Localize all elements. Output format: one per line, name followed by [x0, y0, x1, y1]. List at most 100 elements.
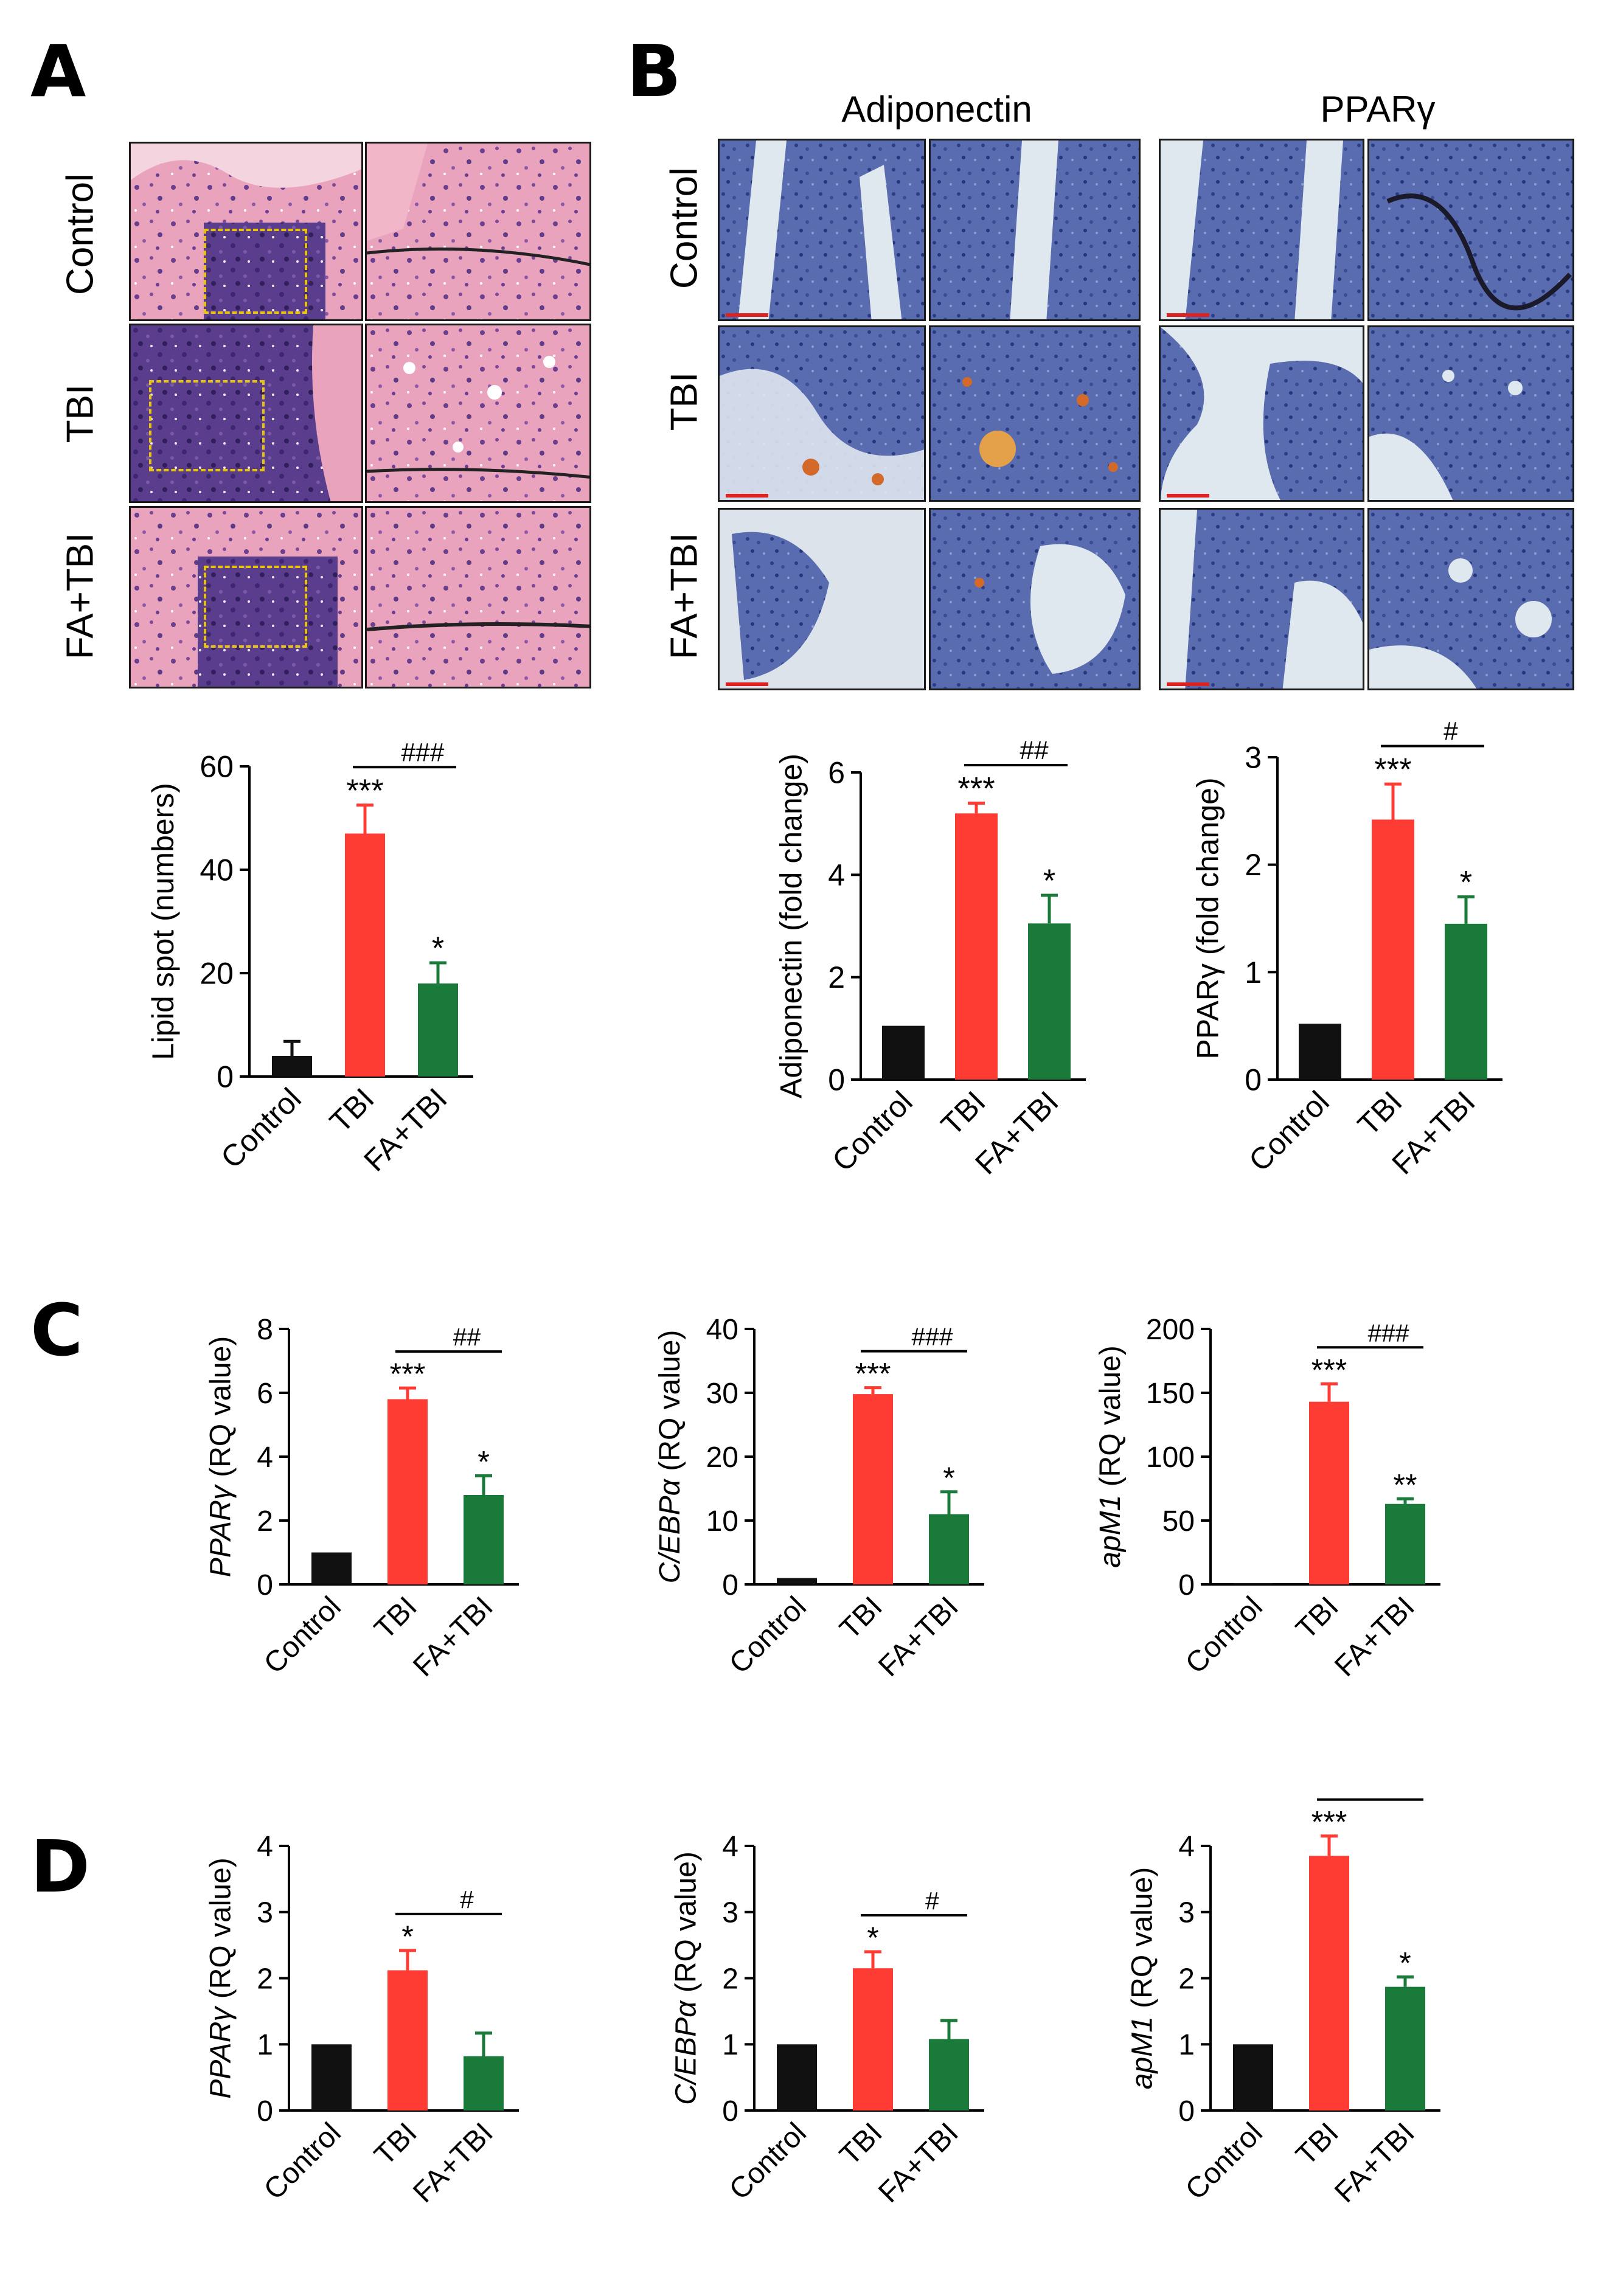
bar — [955, 813, 998, 1080]
bar — [1385, 1986, 1425, 2110]
category-label: TBI — [1290, 1590, 1345, 1645]
category-label: TBI — [934, 1084, 992, 1142]
scale-bar — [726, 682, 768, 686]
y-tick-label: 4 — [257, 1441, 273, 1474]
category-label: TBI — [369, 1590, 423, 1645]
y-tick-label: 1 — [1178, 2029, 1195, 2061]
column-label-adiponectin: Adiponectin — [841, 89, 1032, 130]
bar-chart-c-pparg: 0 2 4 6 8 PPARγ (RQ value) Control *** TBI * FA+TB… — [205, 1314, 519, 1683]
significance-star: * — [867, 1920, 879, 1955]
ihc-pparg-control-low — [1159, 139, 1364, 321]
y-tick-label: 2 — [828, 960, 845, 994]
y-tick-label: 2 — [1245, 848, 1262, 882]
y-tick-label: 150 — [1146, 1378, 1195, 1410]
scale-bar — [726, 313, 768, 317]
y-tick-label: 0 — [217, 1060, 234, 1094]
category-label: FA+TBI — [1329, 2117, 1421, 2209]
row-label-b-control: Control — [663, 167, 706, 289]
y-axis-label-unit: (RQ value) — [1127, 1867, 1159, 2016]
y-tick-label: 1 — [722, 2029, 738, 2061]
category-label: Control — [1179, 2117, 1269, 2206]
significance-star: * — [432, 931, 444, 966]
category-label: FA+TBI — [407, 1590, 499, 1683]
category-label: TBI — [369, 2117, 423, 2171]
y-axis-label-gene: C/EBPα — [654, 1478, 686, 1583]
ihc-adiponectin-tbi-low — [718, 325, 926, 502]
y-axis-label-unit: (RQ value) — [654, 1330, 686, 1479]
category-label: FA+TBI — [968, 1084, 1065, 1181]
bar — [853, 1968, 893, 2110]
bar — [777, 2044, 817, 2110]
ihc-adiponectin-fatbi-high — [929, 508, 1141, 690]
y-tick-label: 100 — [1146, 1441, 1195, 1474]
bar — [272, 1056, 312, 1077]
hash-significance: ## — [1020, 737, 1049, 765]
bar-chart-d-apm1: 0 1 2 3 4 apM1 (RQ value) Control *** TBI * FA+TBI… — [1127, 1797, 1440, 2209]
category-label: TBI — [834, 2117, 889, 2171]
bar — [853, 1394, 893, 1584]
row-label-b-tbi: TBI — [663, 372, 706, 431]
y-tick-label: 0 — [1178, 1569, 1195, 1601]
y-tick-label: 2 — [257, 1963, 273, 1995]
bar — [1309, 1856, 1349, 2110]
category-label: Control — [723, 2117, 813, 2206]
y-tick-label: 200 — [1146, 1314, 1195, 1346]
ihc-pparg-tbi-high — [1367, 325, 1574, 502]
y-tick-label: 0 — [257, 2095, 273, 2128]
y-tick-label: 4 — [1178, 1831, 1195, 1863]
y-tick-label: 0 — [722, 1569, 738, 1601]
bar-chart-pparg-fold: 0 1 2 3 PPARγ (fold change) Control *** TBI * FA+… — [1191, 718, 1502, 1181]
y-tick-label: 0 — [1178, 2095, 1195, 2128]
y-axis-label-gene: PPARγ — [205, 1483, 237, 1577]
bar — [387, 1970, 428, 2110]
bar-chart-c-apm1: 0 50 100 150 200 apM1 (RQ value) Control *** TBI… — [1094, 1314, 1440, 1683]
bar — [311, 2044, 352, 2110]
y-axis-label-gene: apM1 — [1094, 1495, 1127, 1568]
y-tick-label: 0 — [828, 1063, 845, 1097]
ihc-pparg-fatbi-low — [1159, 508, 1364, 690]
y-tick-label: 0 — [257, 1569, 273, 1601]
bar — [464, 1495, 504, 1584]
panel-label-d: D — [30, 1825, 90, 1909]
category-label: TBI — [834, 1590, 889, 1645]
ihc-pparg-fatbi-high — [1367, 508, 1574, 690]
bar — [345, 833, 385, 1077]
zoom-box — [149, 380, 265, 471]
bar — [311, 1552, 352, 1584]
y-tick-label: 6 — [257, 1378, 273, 1410]
y-tick-label: 3 — [1178, 1897, 1195, 1929]
y-tick-label: 60 — [200, 750, 234, 784]
bar — [1385, 1503, 1425, 1584]
y-axis-label-gene: C/EBPα — [670, 2000, 703, 2105]
significance-star: * — [1399, 1945, 1411, 1980]
category-label: TBI — [1351, 1084, 1409, 1142]
category-label: FA+TBI — [1329, 1590, 1421, 1683]
ihc-adiponectin-fatbi-low — [718, 508, 926, 690]
significance-star: * — [943, 1460, 955, 1495]
category-label: Control — [258, 1590, 347, 1680]
he-micrograph-control-low — [129, 142, 363, 321]
significance-star: *** — [957, 771, 995, 807]
y-tick-label: 4 — [722, 1831, 738, 1863]
y-tick-label: 6 — [828, 756, 845, 790]
he-micrograph-tbi-high — [365, 324, 591, 503]
hash-significance: ## — [453, 1323, 481, 1351]
row-label-a-tbi: TBI — [59, 384, 102, 443]
he-micrograph-control-high — [365, 142, 591, 321]
category-label: Control — [825, 1084, 919, 1178]
bar — [1299, 1024, 1341, 1080]
significance-star: * — [401, 1919, 414, 1954]
category-label: FA+TBI — [357, 1081, 453, 1177]
bar — [1028, 923, 1071, 1080]
bar — [387, 1399, 428, 1584]
row-label-b-fatbi: FA+TBI — [663, 532, 706, 660]
y-tick-label: 3 — [722, 1897, 738, 1929]
y-axis-label: C/EBPα (RQ value) — [670, 1851, 703, 2105]
y-tick-label: 40 — [200, 853, 234, 887]
y-tick-label: 1 — [1245, 956, 1262, 990]
ihc-pparg-tbi-low — [1159, 325, 1364, 502]
category-label: Control — [723, 1590, 813, 1680]
hash-significance: ### — [1367, 1319, 1409, 1347]
ihc-pparg-control-high — [1367, 139, 1574, 321]
